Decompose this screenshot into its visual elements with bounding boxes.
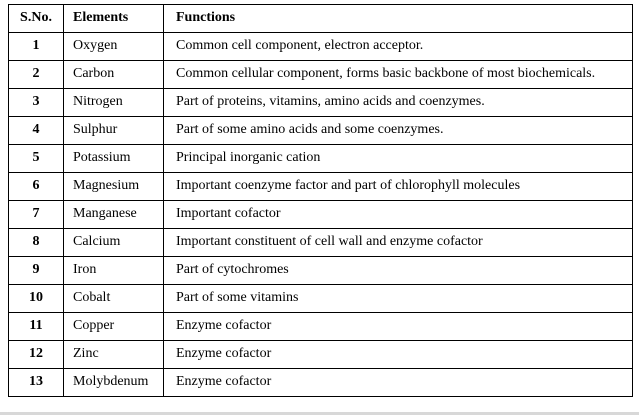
column-header-functions: Functions [163,4,633,33]
table-row: 6 Magnesium Important coenzyme factor an… [8,172,633,201]
function-cell: Common cell component, electron acceptor… [163,32,633,61]
function-cell: Common cellular component, forms basic b… [163,60,633,89]
table-row: 4 Sulphur Part of some amino acids and s… [8,116,633,145]
elements-functions-table: S.No. Elements Functions 1 Oxygen Common… [8,4,633,397]
column-header-sno: S.No. [8,4,64,33]
table-row: 12 Zinc Enzyme cofactor [8,340,633,369]
table-row: 2 Carbon Common cellular component, form… [8,60,633,89]
function-cell: Important constituent of cell wall and e… [163,228,633,257]
element-cell: Oxygen [63,32,164,61]
table-body: 1 Oxygen Common cell component, electron… [8,32,633,397]
element-cell: Magnesium [63,172,164,201]
element-cell: Calcium [63,228,164,257]
function-cell: Important cofactor [163,200,633,229]
element-cell: Zinc [63,340,164,369]
sno-cell: 1 [8,32,64,61]
function-cell: Part of cytochromes [163,256,633,285]
function-cell: Part of some amino acids and some coenzy… [163,116,633,145]
table-row: 9 Iron Part of cytochromes [8,256,633,285]
column-header-elements: Elements [63,4,164,33]
page-edge-rule [0,412,639,415]
sno-cell: 13 [8,368,64,397]
table-row: 5 Potassium Principal inorganic cation [8,144,633,173]
sno-cell: 3 [8,88,64,117]
function-cell: Part of proteins, vitamins, amino acids … [163,88,633,117]
sno-cell: 6 [8,172,64,201]
function-cell: Enzyme cofactor [163,340,633,369]
function-cell: Part of some vitamins [163,284,633,313]
element-cell: Sulphur [63,116,164,145]
element-cell: Cobalt [63,284,164,313]
element-cell: Molybdenum [63,368,164,397]
function-cell: Enzyme cofactor [163,368,633,397]
sno-cell: 2 [8,60,64,89]
function-cell: Enzyme cofactor [163,312,633,341]
element-cell: Carbon [63,60,164,89]
sno-cell: 7 [8,200,64,229]
table-row: 8 Calcium Important constituent of cell … [8,228,633,257]
sno-cell: 10 [8,284,64,313]
header-row: S.No. Elements Functions [8,4,633,33]
element-cell: Iron [63,256,164,285]
table-row: 1 Oxygen Common cell component, electron… [8,32,633,61]
sno-cell: 11 [8,312,64,341]
table-row: 10 Cobalt Part of some vitamins [8,284,633,313]
table-row: 7 Manganese Important cofactor [8,200,633,229]
element-cell: Copper [63,312,164,341]
element-cell: Nitrogen [63,88,164,117]
table-header: S.No. Elements Functions [8,4,633,33]
sno-cell: 4 [8,116,64,145]
element-cell: Potassium [63,144,164,173]
table-row: 13 Molybdenum Enzyme cofactor [8,368,633,397]
element-cell: Manganese [63,200,164,229]
sno-cell: 8 [8,228,64,257]
table-row: 11 Copper Enzyme cofactor [8,312,633,341]
sno-cell: 5 [8,144,64,173]
sno-cell: 12 [8,340,64,369]
table-row: 3 Nitrogen Part of proteins, vitamins, a… [8,88,633,117]
function-cell: Important coenzyme factor and part of ch… [163,172,633,201]
function-cell: Principal inorganic cation [163,144,633,173]
sno-cell: 9 [8,256,64,285]
